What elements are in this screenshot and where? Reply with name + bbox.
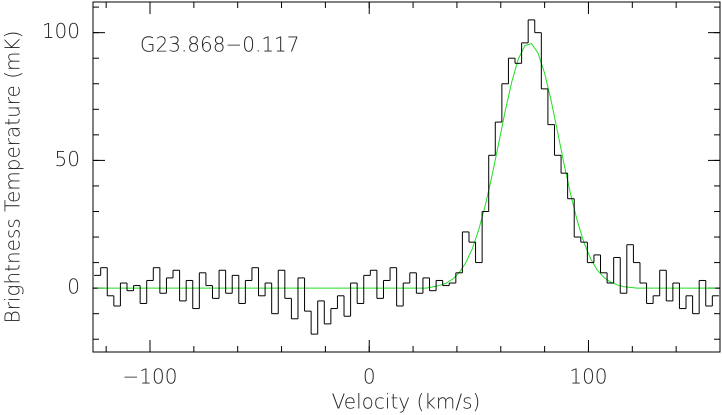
y-tick-label: 100 [42, 19, 80, 43]
x-tick-label: 100 [569, 365, 607, 389]
plot-frame [92, 1, 721, 353]
annotation: G23.868−0.117 [140, 33, 300, 57]
x-axis-label: Velocity (km/s) [332, 390, 481, 414]
y-axis-label: Brightness Temperature (mK) [1, 31, 25, 324]
x-tick-label: −100 [123, 365, 178, 389]
y-tick-label: 0 [67, 275, 80, 299]
y-tick-label: 50 [55, 147, 80, 171]
fit-line [97, 43, 716, 289]
x-tick-label: 0 [363, 365, 376, 389]
